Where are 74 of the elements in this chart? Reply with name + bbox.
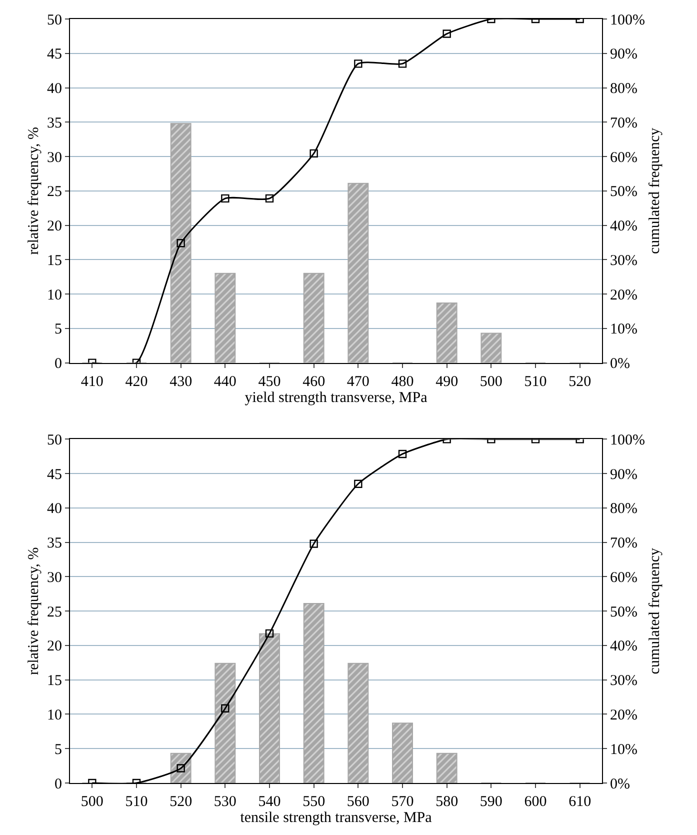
y2-tick-label: 60%: [610, 570, 638, 586]
y2-tick-label: 60%: [610, 150, 638, 166]
y-axis-title: relative frequency, %: [26, 127, 42, 255]
x-axis-title: tensile strength transverse, MPa: [240, 810, 432, 826]
y2-tick-label: 100%: [610, 432, 645, 448]
y-tick-label: 35: [47, 115, 62, 132]
x-tick-label: 610: [568, 794, 592, 810]
y2-tick-label: 20%: [610, 287, 638, 304]
x-tick-label: 450: [258, 374, 281, 390]
y2-tick-label: 50%: [610, 604, 638, 620]
y-tick-label: 45: [47, 46, 62, 63]
y-tick-label: 35: [47, 536, 62, 552]
x-tick-label: 520: [170, 794, 192, 810]
x-tick-label: 480: [391, 374, 414, 390]
y-tick-label: 50: [47, 432, 62, 448]
y-tick-label: 20: [47, 218, 62, 235]
y-tick-label: 0: [54, 776, 62, 792]
x-tick-label: 430: [170, 374, 192, 390]
x-tick-label: 510: [524, 374, 547, 390]
y2-axis-title: cumulated frequency: [647, 127, 663, 254]
y-tick-label: 40: [47, 81, 62, 98]
y-tick-label: 5: [54, 322, 62, 338]
y2-tick-label: 50%: [610, 184, 638, 200]
y2-tick-label: 70%: [610, 536, 638, 552]
y2-tick-label: 40%: [610, 218, 638, 235]
y2-tick-label: 70%: [610, 115, 638, 132]
x-tick-label: 510: [125, 794, 148, 810]
y-tick-label: 10: [47, 287, 62, 304]
x-tick-label: 520: [568, 374, 592, 390]
y-tick-label: 20: [47, 638, 62, 655]
x-tick-label: 460: [302, 374, 326, 390]
x-axis-title: yield strength transverse, MPa: [244, 390, 428, 406]
y2-tick-label: 10%: [610, 742, 638, 758]
y2-tick-label: 80%: [610, 81, 638, 98]
x-tick-label: 560: [346, 794, 370, 810]
y-tick-label: 25: [47, 184, 62, 200]
y-tick-label: 30: [47, 150, 62, 166]
x-tick-label: 470: [346, 374, 370, 390]
x-tick-label: 550: [302, 794, 326, 810]
y2-tick-label: 10%: [610, 322, 638, 338]
y2-tick-label: 0%: [610, 356, 630, 372]
y-tick-label: 25: [47, 604, 62, 620]
y-axis-title: relative frequency, %: [26, 547, 42, 675]
x-tick-label: 570: [391, 794, 414, 810]
y-tick-label: 15: [47, 673, 62, 690]
y-tick-label: 0: [54, 356, 62, 372]
x-tick-label: 420: [125, 374, 148, 390]
x-tick-label: 410: [80, 374, 104, 390]
y-tick-label: 10: [47, 707, 62, 724]
y2-tick-label: 90%: [610, 466, 638, 483]
y2-tick-label: 20%: [610, 707, 638, 724]
y-tick-label: 5: [54, 742, 62, 758]
y-tick-label: 30: [47, 570, 62, 586]
y2-axis-title: cumulated frequency: [647, 548, 663, 674]
x-tick-label: 540: [258, 794, 281, 810]
x-tick-label: 440: [214, 374, 236, 390]
y-tick-label: 15: [47, 252, 62, 269]
y2-tick-label: 100%: [610, 12, 645, 28]
y2-tick-label: 40%: [610, 638, 638, 655]
y2-tick-label: 0%: [610, 776, 630, 792]
x-tick-label: 590: [480, 794, 502, 810]
x-tick-label: 490: [436, 374, 458, 390]
y2-tick-label: 80%: [610, 501, 638, 518]
y-tick-label: 50: [47, 12, 62, 28]
x-tick-label: 600: [524, 794, 547, 810]
x-tick-label: 500: [480, 374, 502, 390]
x-tick-label: 500: [80, 794, 104, 810]
y-tick-label: 45: [47, 466, 62, 483]
x-tick-label: 580: [436, 794, 458, 810]
y2-tick-label: 30%: [610, 673, 638, 690]
y2-tick-label: 90%: [610, 46, 638, 63]
y-tick-label: 40: [47, 501, 62, 518]
x-tick-label: 530: [214, 794, 236, 810]
y2-tick-label: 30%: [610, 252, 638, 269]
